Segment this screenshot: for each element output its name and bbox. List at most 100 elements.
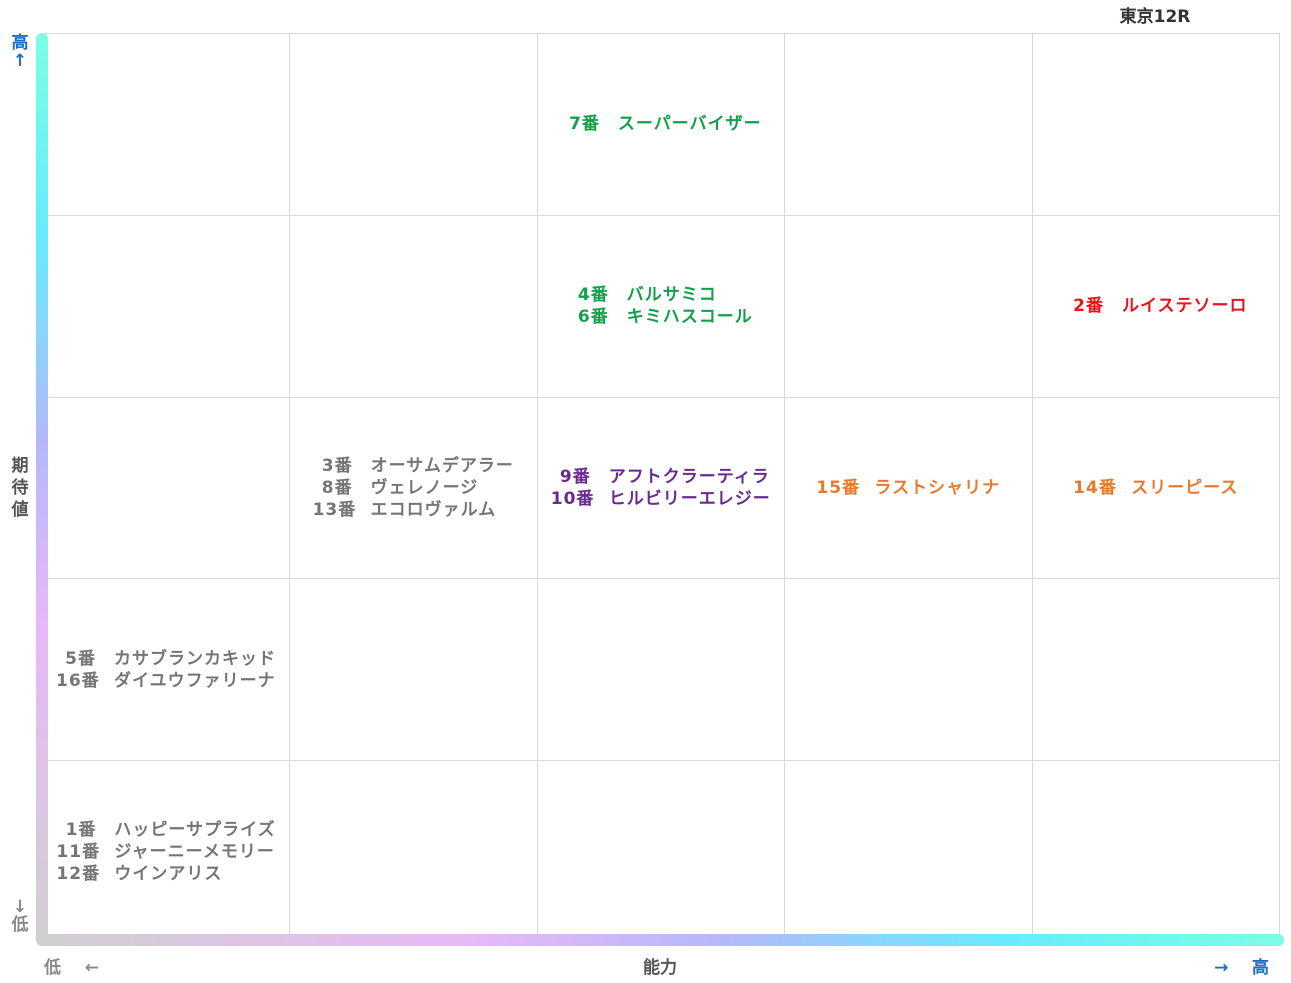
- horse-number: 8番: [321, 477, 353, 498]
- grid-cell: [289, 761, 537, 943]
- horse-number: 4番: [577, 285, 609, 306]
- horse-number: 14番: [1073, 477, 1117, 498]
- grid-cell: [42, 215, 289, 398]
- grid-cell: 1番 ハッピーサプライズ 11番 ジャーニーメモリー 12番 ウインアリス: [42, 761, 289, 943]
- expectation-ability-grid: 7番 スーパーバイザー 4番 バルサミコ 6番 キミハスコール 2番 ルイステソーロ 3番 オーサ…: [42, 33, 1280, 943]
- horse-name: オーサムデアラー: [370, 455, 514, 476]
- y-axis-low-label: ↓ 低: [10, 898, 30, 934]
- grid-cell: [536, 761, 784, 943]
- grid-cell: 7番 スーパーバイザー: [536, 34, 784, 216]
- horse-entry: 8番 ヴェレノージ: [313, 478, 514, 498]
- grid-cell: 15番 ラストシャリナ: [784, 397, 1032, 580]
- grid-cell: [784, 34, 1032, 216]
- x-axis-low-label: 低 ←: [44, 953, 99, 978]
- grid-cell: 4番 バルサミコ 6番 キミハスコール: [536, 215, 784, 398]
- y-axis-low-text: 低: [11, 915, 29, 935]
- y-axis-title-char: 待: [11, 478, 29, 498]
- horse-name: スリーピース: [1131, 477, 1239, 498]
- horse-entry-list: 9番 アフトクラーティラ 10番 ヒルビリーエレジー: [551, 467, 771, 509]
- horse-number: 5番: [65, 648, 96, 669]
- horse-entry-list: 5番 カサブランカキッド 16番 ダイユウファリーナ: [56, 649, 276, 691]
- horse-entry-list: 3番 オーサムデアラー 8番 ヴェレノージ 13番 エコロヴァルム: [313, 456, 514, 520]
- horse-number: 2番: [1073, 296, 1104, 317]
- horse-number: 15番: [816, 477, 861, 498]
- arrow-up-icon: ↑: [12, 51, 28, 71]
- horse-entry: 15番 ラストシャリナ: [816, 478, 1000, 498]
- grid-cell: [536, 579, 784, 762]
- grid-cell: [289, 215, 537, 398]
- horse-name: ハッピーサプライズ: [114, 819, 276, 840]
- horse-number: 9番: [559, 466, 591, 487]
- arrow-right-icon: →: [1214, 958, 1229, 978]
- horse-name: ダイユウファリーナ: [114, 670, 276, 691]
- grid-cell: [289, 34, 537, 216]
- x-axis-high-label: → 高: [1214, 953, 1269, 978]
- horse-entry-list: 1番 ハッピーサプライズ 11番 ジャーニーメモリー 12番 ウインアリス: [56, 820, 275, 884]
- horse-entry-list: 14番 スリーピース: [1073, 478, 1238, 498]
- grid-cell: [784, 761, 1032, 943]
- horse-entry: 5番 カサブランカキッド: [56, 649, 276, 669]
- grid-cell: [784, 579, 1032, 762]
- horse-number: 16番: [56, 670, 100, 691]
- y-axis-high-text: 高: [11, 33, 29, 53]
- horse-entry: 6番 キミハスコール: [569, 307, 753, 327]
- x-axis-low-text: 低: [44, 958, 61, 978]
- grid-cell: [42, 34, 289, 216]
- horse-name: バルサミコ: [626, 285, 717, 306]
- horse-entry-list: 7番 スーパーバイザー: [560, 114, 762, 134]
- y-axis-title: 期 待 値: [10, 455, 30, 521]
- y-axis-title-char: 値: [11, 500, 29, 520]
- grid-cell: 9番 アフトクラーティラ 10番 ヒルビリーエレジー: [536, 397, 784, 580]
- grid-cell: 5番 カサブランカキッド 16番 ダイユウファリーナ: [42, 579, 289, 762]
- horse-name: ヴェレノージ: [370, 477, 479, 498]
- horse-number: 13番: [312, 499, 357, 520]
- horse-entry: 13番 エコロヴァルム: [313, 500, 514, 520]
- horse-entry: 3番 オーサムデアラー: [313, 456, 514, 476]
- horse-name: カサブランカキッド: [114, 648, 276, 669]
- horse-entry: 10番 ヒルビリーエレジー: [551, 489, 771, 509]
- horse-name: ジャーニーメモリー: [114, 841, 275, 862]
- horse-name: ラストシャリナ: [874, 477, 1001, 498]
- race-title: 東京12R: [1119, 7, 1191, 27]
- horse-name: ルイステソーロ: [1122, 296, 1248, 317]
- horse-number: 1番: [65, 819, 97, 840]
- horse-name: キミハスコール: [626, 307, 753, 328]
- x-axis-title: 能力: [643, 958, 677, 978]
- grid-cell: 2番 ルイステソーロ: [1031, 215, 1279, 398]
- horse-entry: 1番 ハッピーサプライズ: [56, 820, 275, 840]
- horse-name: エコロヴァルム: [370, 499, 497, 520]
- y-axis-title-char: 期: [11, 456, 29, 476]
- grid-cell: [1031, 761, 1279, 943]
- y-axis-high-label: 高 ↑: [10, 34, 30, 70]
- horse-entry: 7番 スーパーバイザー: [560, 114, 762, 134]
- horse-name: ヒルビリーエレジー: [608, 488, 771, 509]
- horse-name: ウインアリス: [114, 863, 223, 884]
- horse-entry: 4番 バルサミコ: [569, 285, 753, 305]
- horse-number: 12番: [56, 863, 101, 884]
- grid-cell: 3番 オーサムデアラー 8番 ヴェレノージ 13番 エコロヴァルム: [289, 397, 537, 580]
- grid-cell: [1031, 579, 1279, 762]
- grid-cell: [784, 215, 1032, 398]
- horse-entry-list: 2番 ルイステソーロ: [1064, 296, 1248, 316]
- y-axis-gradient-bar: [36, 33, 48, 943]
- horse-entry-list: 15番 ラストシャリナ: [816, 478, 1000, 498]
- horse-name: アフトクラーティラ: [608, 466, 770, 487]
- horse-entry: 9番 アフトクラーティラ: [551, 467, 771, 487]
- horse-number: 6番: [577, 307, 609, 328]
- arrow-down-icon: ↓: [12, 897, 28, 917]
- arrow-left-icon: ←: [84, 958, 99, 978]
- horse-number: 11番: [56, 841, 101, 862]
- horse-entry: 2番 ルイステソーロ: [1064, 296, 1248, 316]
- horse-entry: 14番 スリーピース: [1073, 478, 1238, 498]
- horse-entry: 11番 ジャーニーメモリー: [56, 842, 275, 862]
- horse-entry-list: 4番 バルサミコ 6番 キミハスコール: [569, 285, 753, 327]
- grid-cell: [289, 579, 537, 762]
- horse-entry: 16番 ダイユウファリーナ: [56, 671, 276, 691]
- horse-number: 3番: [321, 455, 353, 476]
- horse-entry: 12番 ウインアリス: [56, 864, 275, 884]
- horse-name: スーパーバイザー: [617, 114, 762, 135]
- grid-cell: [1031, 34, 1279, 216]
- x-axis-gradient-bar: [36, 934, 1284, 946]
- grid-cell: [42, 397, 289, 580]
- horse-number: 10番: [550, 488, 595, 509]
